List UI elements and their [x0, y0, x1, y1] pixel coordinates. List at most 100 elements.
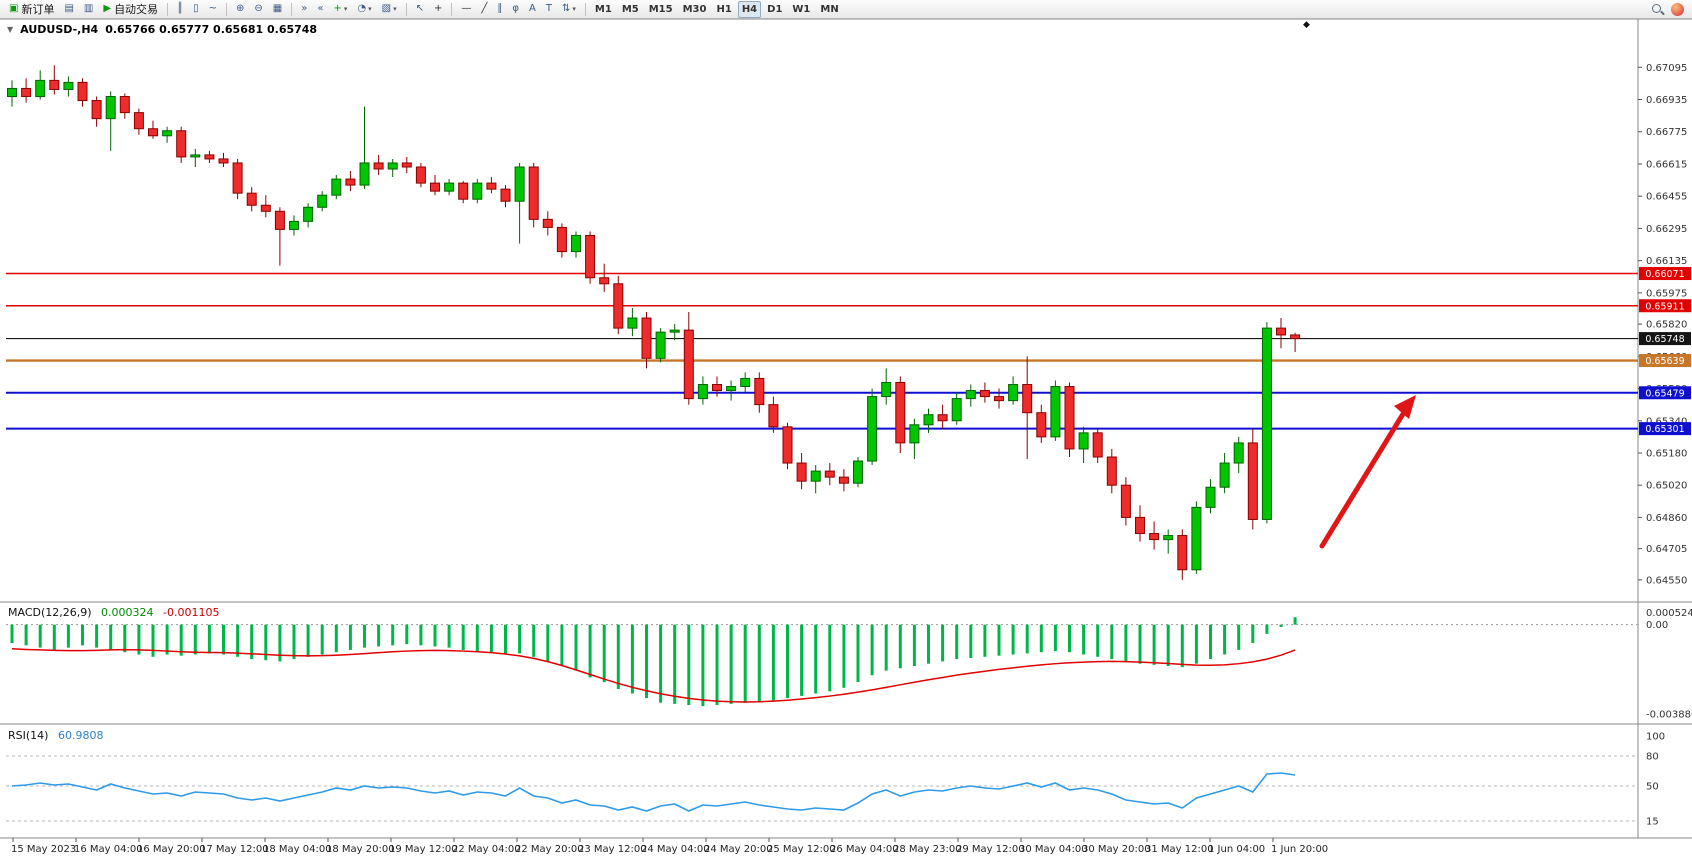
collapse-caret-icon[interactable]: ▼ [7, 25, 14, 34]
tf-h4-button[interactable]: H4 [737, 0, 762, 18]
trendline-icon: ╱ [481, 3, 488, 14]
charts-button[interactable]: ▤ [60, 1, 77, 18]
crosshair-button[interactable]: + [430, 1, 446, 18]
candle-body [712, 384, 722, 392]
chart-caption: ▼ AUDUSD-,H4 0.65766 0.65777 0.65681 0.6… [7, 23, 317, 36]
candle-body [895, 381, 906, 444]
chart-line-button[interactable]: ~ [205, 1, 221, 18]
macd-axis-label: 0.000524 [1646, 608, 1692, 619]
periods-icon: ◔ [357, 3, 367, 14]
trendline-button[interactable]: ╱ [477, 1, 491, 18]
tf-m30-button[interactable]: M30 [679, 1, 711, 18]
candle-body [458, 182, 469, 200]
rsi-name: RSI(14) [8, 729, 49, 742]
macd-name: MACD(12,26,9) [8, 606, 92, 619]
diamond-marker[interactable]: ◆ [1303, 20, 1310, 30]
candle-body [1163, 535, 1174, 541]
toolbar-separator [291, 2, 293, 16]
candle-body [91, 100, 102, 120]
account-avatar-icon[interactable] [1671, 2, 1684, 16]
tf-m1-button[interactable]: M1 [591, 1, 616, 18]
fibonacci-button[interactable]: φ [508, 1, 523, 18]
text-label-button[interactable]: T [542, 1, 556, 18]
cursor-button[interactable]: ↖ [412, 1, 428, 18]
candle-body [119, 96, 130, 114]
templates-button[interactable]: ▧ ▾ [378, 1, 401, 18]
time-axis-label: 15 May 2023 [11, 844, 76, 855]
candle-body [49, 79, 60, 90]
tf-m15-button[interactable]: M15 [645, 1, 677, 18]
time-axis-label: 16 May 04:00 [74, 844, 143, 855]
chart-symbol-title: AUDUSD-,H4 [20, 23, 99, 36]
candle-body [627, 317, 638, 329]
trend-arrow-head[interactable] [1394, 395, 1416, 419]
macd-indicator-label: MACD(12,26,9) 0.000324 -0.001105 [8, 606, 220, 619]
candle-body [162, 130, 173, 137]
tf-h1-label: H1 [716, 3, 732, 15]
tf-d1-button[interactable]: D1 [763, 1, 786, 18]
candle-body [1149, 533, 1160, 541]
periods-button[interactable]: ◔ ▾ [353, 1, 375, 18]
zoom-in-button[interactable]: ⊕ [232, 1, 248, 18]
hline-button[interactable]: — [457, 1, 475, 18]
search-icon[interactable] [1650, 2, 1664, 16]
candle-body [35, 79, 46, 98]
cursor-icon: ↖ [415, 3, 424, 14]
text-button[interactable]: A [525, 1, 540, 18]
tf-mn-button[interactable]: MN [816, 1, 842, 18]
candle-body [683, 329, 694, 400]
rsi-axis-label: 80 [1646, 752, 1659, 763]
candle-body [444, 182, 455, 192]
trend-arrow-shaft[interactable] [1319, 411, 1406, 549]
candle-body [500, 188, 511, 202]
arrows-button[interactable]: ⇅ ▾ [558, 1, 580, 18]
toolbar-separator [405, 2, 407, 16]
candle-body [345, 178, 356, 186]
macd-signal-value: -0.001105 [163, 606, 220, 619]
chart-candles-button[interactable]: ▯ [189, 1, 203, 18]
candle-body [430, 182, 440, 192]
tile-windows-icon: ▦ [272, 3, 283, 14]
zoom-out-icon: ⊖ [254, 3, 263, 14]
candle-body [148, 128, 158, 137]
tf-m5-button[interactable]: M5 [618, 1, 643, 18]
time-axis-label: 26 May 04:00 [830, 844, 899, 855]
tf-h1-button[interactable]: H1 [712, 1, 735, 18]
time-axis-label: 28 May 23:00 [893, 844, 962, 855]
auto-scroll-button[interactable]: » [297, 1, 311, 18]
candle-body [542, 218, 553, 228]
chart-ohlc-quote: 0.65766 0.65777 0.65681 0.65748 [105, 23, 318, 36]
candle-body [951, 398, 962, 422]
price-tag-label: 0.65911 [1645, 301, 1684, 312]
new-order-button[interactable]: ▣ 新订单 [5, 1, 58, 18]
rsi-indicator-label: RSI(14) 60.9808 [8, 729, 103, 742]
candle-body [655, 331, 666, 359]
tile-windows-button[interactable]: ▦ [269, 1, 286, 18]
time-axis-label: 25 May 12:00 [767, 844, 836, 855]
chart-shift-button[interactable]: « [313, 1, 327, 18]
candle-body [1106, 456, 1117, 486]
tf-w1-button[interactable]: W1 [788, 1, 814, 18]
time-axis-label: 23 May 12:00 [578, 844, 647, 855]
candle-body [1233, 442, 1244, 464]
chart-bars-button[interactable]: ║ [173, 1, 187, 18]
indicators-button[interactable]: + ▾ [329, 1, 351, 18]
candle-body [881, 381, 892, 398]
time-axis-label: 22 May 04:00 [452, 844, 521, 855]
candle-body [740, 377, 751, 388]
new-order-icon: ▣ [9, 3, 19, 14]
zoom-out-button[interactable]: ⊖ [250, 1, 266, 18]
price-axis-label: 0.66935 [1646, 95, 1687, 106]
candle-body [697, 384, 708, 400]
channel-button[interactable]: ∥ [493, 1, 506, 18]
candle-body [528, 166, 539, 220]
price-axis-label: 0.66135 [1646, 256, 1687, 267]
algo-trading-button[interactable]: ▶ 自动交易 [99, 1, 162, 18]
time-axis-label: 18 May 20:00 [326, 844, 395, 855]
price-axis-label: 0.65340 [1646, 416, 1687, 427]
charts-icon: ▤ [64, 3, 74, 14]
profiles-button[interactable]: ▥ [80, 1, 97, 18]
candle-body [1135, 516, 1145, 535]
price-tag [1639, 332, 1691, 346]
